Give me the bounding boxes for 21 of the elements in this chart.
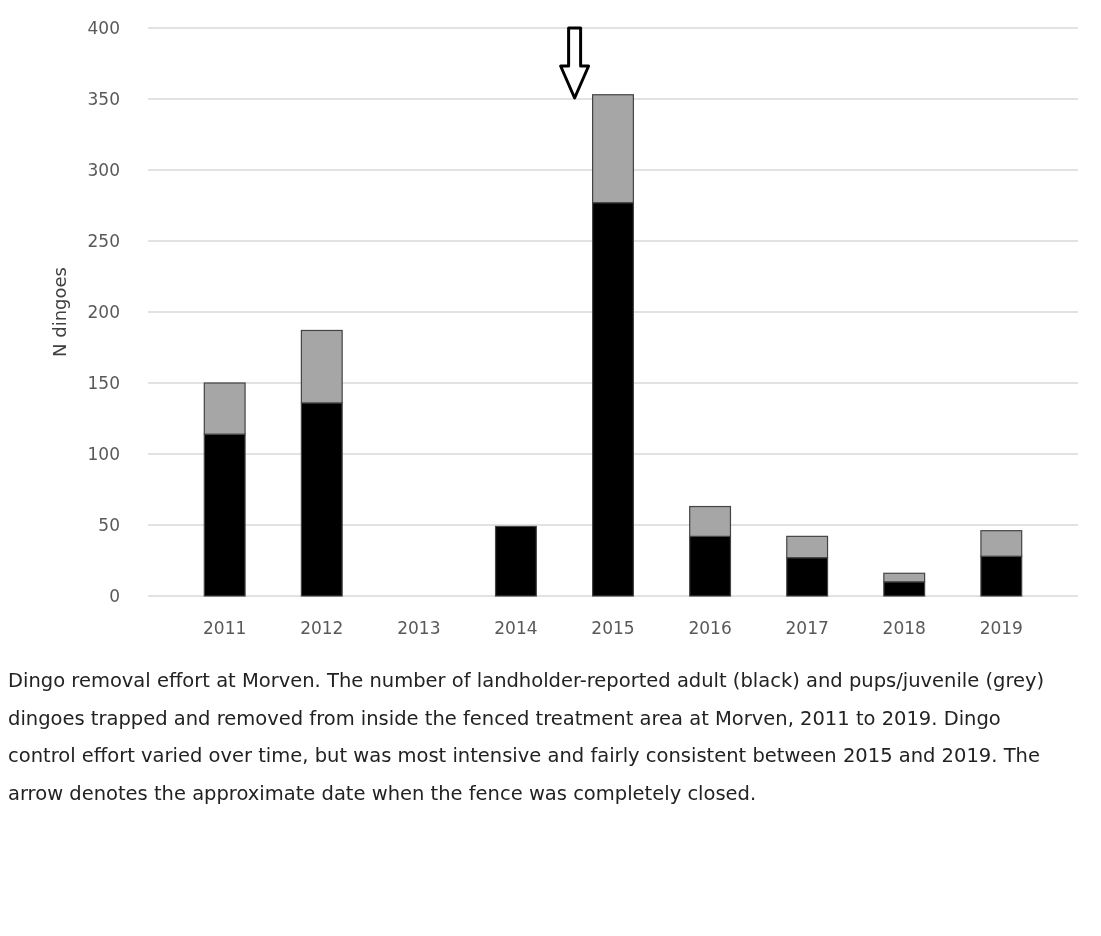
x-tick-label: 2011: [203, 618, 247, 638]
y-tick-label: 200: [87, 301, 120, 322]
y-tick-label: 50: [98, 514, 120, 535]
x-tick-label: 2018: [882, 618, 926, 638]
x-tick-label: 2012: [300, 618, 344, 638]
y-tick-label: 250: [87, 230, 120, 251]
x-tick-label: 2013: [397, 618, 441, 638]
y-tick-label: 150: [87, 372, 120, 393]
x-tick-label: 2015: [591, 618, 635, 638]
y-axis-title: N dingoes: [49, 267, 70, 357]
y-tick-label: 0: [109, 585, 120, 606]
bar: [494, 525, 537, 597]
x-tick-label: 2019: [979, 618, 1023, 638]
y-tick-label: 100: [87, 443, 120, 464]
x-tick-label: 2017: [785, 618, 829, 638]
y-tick-label: 350: [87, 88, 120, 109]
x-tick-label: 2014: [494, 618, 538, 638]
y-tick-label: 400: [87, 17, 120, 38]
y-tick-label: 300: [87, 159, 120, 180]
x-tick-label: 2016: [688, 618, 732, 638]
text: Dingo removal effort at Morven. The number of landholder-reported adult (black) and pups/juvenile (grey) dingoes trapped and removed from inside the fenced treatment area at Morven, 2011 to 2019. Dingo control effort varied over time, but was most intensive and fairly consistent between 2015 and 2019. The arrow denotes the approximate date when the fence was completely closed.: [8, 668, 1046, 807]
